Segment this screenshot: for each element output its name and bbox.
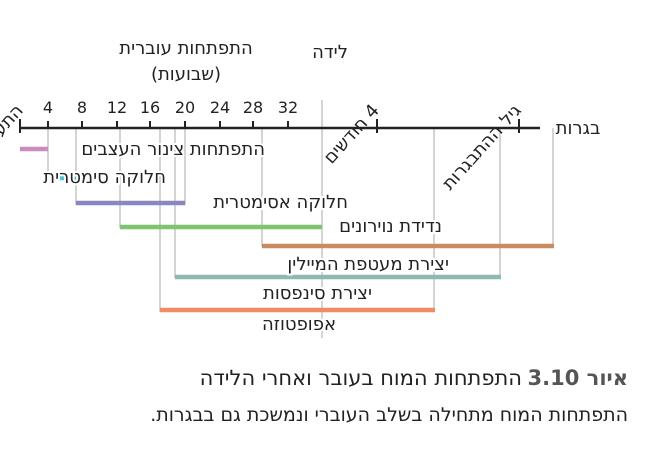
tick-label-16: 16 [140, 98, 160, 117]
figure-number: איור 3.10 [527, 366, 628, 390]
bar-label-myelin: יצירת מעטפת המיילין [287, 254, 449, 275]
tick-label-32: 32 [278, 98, 298, 117]
bar-label-asymmetric-division: חלוקה אסימטרית [213, 192, 348, 213]
header-prenatal-line2: (שבועות) [151, 64, 221, 85]
tick-label-20: 20 [175, 98, 195, 117]
bar-label-symmetric-division: חלוקה סימטרית [43, 167, 166, 188]
label-conception: התעברות [0, 100, 28, 168]
bar-label-apoptosis: אפופטוזה [262, 314, 336, 335]
label-birth: לידה [312, 42, 348, 63]
tick-label-4: 4 [43, 98, 53, 117]
figure-title: התפתחות המוח בעובר ואחרי הלידה [199, 366, 522, 390]
header-prenatal-line1: התפתחות עוברית [119, 38, 252, 59]
tick-label-28: 28 [243, 98, 263, 117]
label-adulthood: בגרות [556, 118, 601, 139]
brain-development-timeline: 4 8 12 16 20 24 28 32 התפתחות עוברית (שב… [0, 38, 601, 338]
tick-label-12: 12 [107, 98, 127, 117]
bar-label-neuron-migration: נדידת נוירונים [339, 216, 442, 237]
figure-caption-title: איור 3.10 התפתחות המוח בעובר ואחרי הלידה [0, 366, 648, 396]
axis-ticks [19, 119, 520, 133]
label-adolescence: גיל ההתבגרות [438, 100, 526, 194]
figure-caption-description: התפתחות המוח מתחילה בשלב העוברי ונמשכת ג… [150, 404, 628, 426]
bar-label-neural-tube: התפתחות צינור העצבים [81, 139, 265, 160]
label-4months: 4 חודשים [320, 100, 384, 168]
tick-label-8: 8 [77, 98, 87, 117]
bar-label-synapse-formation: יצירת סינפסות [263, 283, 372, 304]
tick-label-24: 24 [210, 98, 230, 117]
week-tick-labels: 4 8 12 16 20 24 28 32 [43, 98, 298, 117]
bar-labels: התפתחות צינור העצבים חלוקה סימטרית חלוקה… [41, 137, 451, 337]
